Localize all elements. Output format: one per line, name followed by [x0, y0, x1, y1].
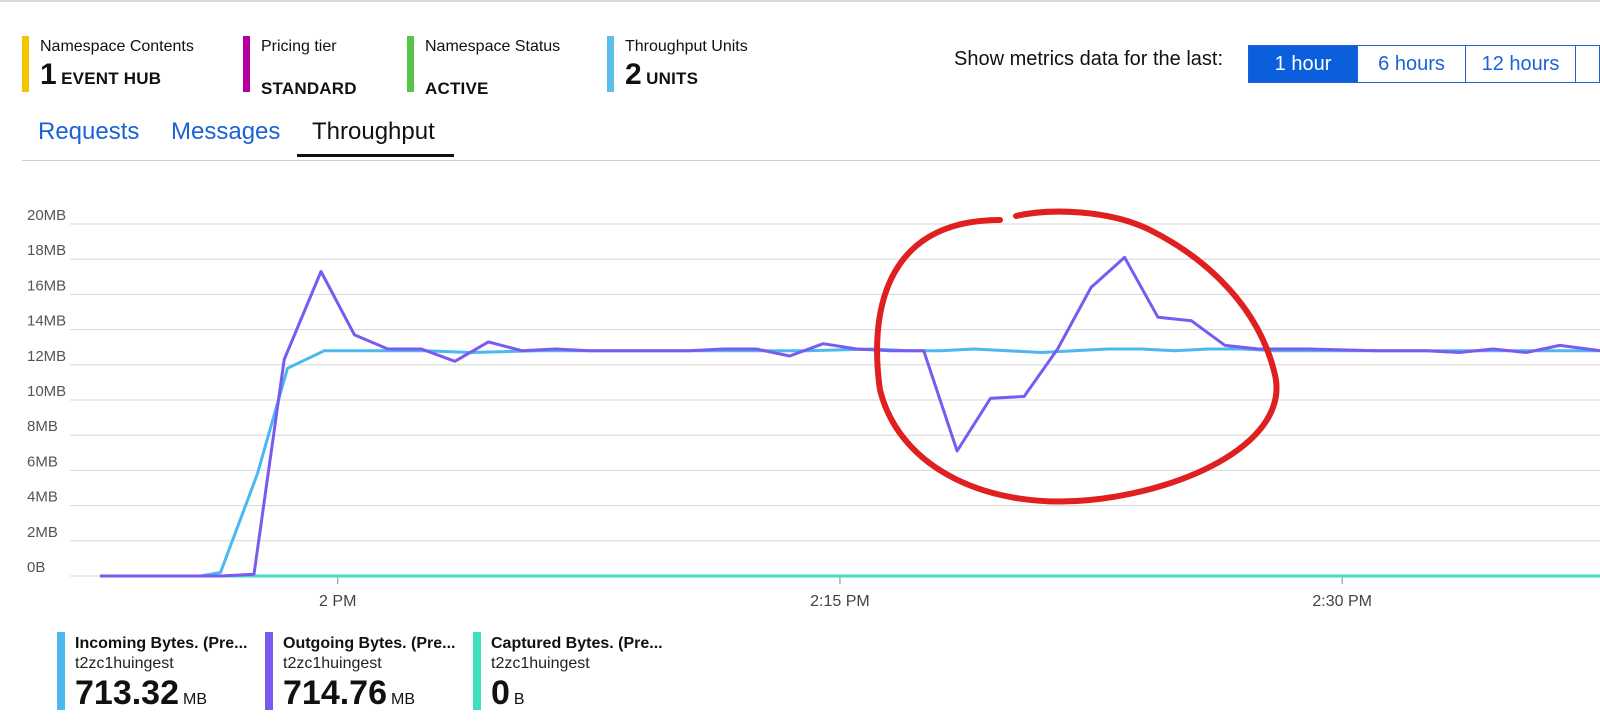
legend-total-value: 0 [491, 674, 510, 712]
tile-word: EVENT HUB [61, 69, 161, 88]
tile-label: Pricing tier [261, 38, 337, 56]
summary-tile-namespace-status: Namespace Status ACTIVE [407, 36, 597, 92]
range-button-12-hours[interactable]: 12 hours [1466, 45, 1576, 83]
tile-label: Namespace Status [425, 38, 560, 56]
legend-total: 714.76 MB [283, 674, 415, 713]
y-axis-ticks: 0B 2MB 4MB 6MB 8MB 10MB 12MB 14MB 16MB 18MB 20MB [27, 207, 66, 576]
y-tick-label: 8MB [27, 418, 58, 435]
tile-color-bar [407, 36, 414, 92]
tile-word: STANDARD [261, 79, 357, 98]
legend-series-name: Outgoing Bytes. (Pre... [283, 635, 455, 653]
tile-number: 2 [625, 58, 642, 91]
top-border [0, 0, 1600, 2]
tile-word: ACTIVE [425, 79, 489, 98]
legend-item-outgoing-bytes[interactable]: Outgoing Bytes. (Pre... t2zc1huingest 71… [265, 632, 465, 710]
legend-resource-name: t2zc1huingest [491, 655, 590, 673]
tile-value: 1 EVENT HUB [40, 58, 161, 92]
y-tick-label: 20MB [27, 207, 66, 224]
series-line-incoming-bytes [100, 349, 1600, 576]
range-button-more[interactable] [1576, 45, 1600, 83]
y-tick-label: 10MB [27, 383, 66, 400]
tab-throughput[interactable]: Throughput [312, 118, 435, 146]
tab-messages[interactable]: Messages [171, 118, 280, 146]
y-tick-label: 12MB [27, 348, 66, 365]
x-axis-ticks: 2 PM 2:15 PM 2:30 PM [319, 576, 1372, 610]
legend-total-unit: MB [391, 691, 415, 708]
legend-total-unit: B [514, 691, 525, 708]
tile-label: Namespace Contents [40, 38, 194, 56]
range-button-1-hour[interactable]: 1 hour [1248, 45, 1358, 83]
y-tick-label: 4MB [27, 489, 58, 506]
tile-color-bar [243, 36, 250, 92]
legend-item-incoming-bytes[interactable]: Incoming Bytes. (Pre... t2zc1huingest 71… [57, 632, 257, 710]
tile-color-bar [607, 36, 614, 92]
tile-value: ACTIVE [425, 68, 489, 102]
x-tick-label: 2 PM [319, 593, 356, 610]
red-annotation-circle [877, 212, 1276, 502]
legend-color-bar [57, 632, 65, 710]
legend-total-unit: MB [183, 691, 207, 708]
tile-label: Throughput Units [625, 38, 748, 56]
selected-tab-indicator [297, 154, 454, 157]
legend-series-name: Captured Bytes. (Pre... [491, 635, 663, 653]
legend-total-value: 714.76 [283, 674, 387, 712]
range-button-6-hours[interactable]: 6 hours [1358, 45, 1466, 83]
y-tick-label: 18MB [27, 242, 66, 259]
tab-requests[interactable]: Requests [38, 118, 139, 146]
summary-tile-namespace-contents: Namespace Contents 1 EVENT HUB [22, 36, 232, 92]
y-tick-label: 2MB [27, 524, 58, 541]
tile-value: 2 UNITS [625, 58, 698, 92]
y-tick-label: 6MB [27, 453, 58, 470]
legend-total-value: 713.32 [75, 674, 179, 712]
legend-series-name: Incoming Bytes. (Pre... [75, 635, 247, 653]
legend-resource-name: t2zc1huingest [283, 655, 382, 673]
legend-total: 713.32 MB [75, 674, 207, 713]
time-range-selector: 1 hour 6 hours 12 hours [1248, 45, 1600, 83]
metric-tabs: Requests Messages Throughput [22, 112, 1600, 161]
y-tick-label: 0B [27, 559, 45, 576]
series-line-outgoing-bytes [100, 257, 1600, 576]
y-tick-label: 16MB [27, 277, 66, 294]
x-tick-label: 2:30 PM [1312, 593, 1372, 610]
x-tick-label: 2:15 PM [810, 593, 870, 610]
chart-grid [70, 224, 1600, 576]
summary-tile-throughput-units: Throughput Units 2 UNITS [607, 36, 797, 92]
tile-number: 1 [40, 58, 57, 91]
legend-resource-name: t2zc1huingest [75, 655, 174, 673]
throughput-line-chart: 0B 2MB 4MB 6MB 8MB 10MB 12MB 14MB 16MB 18MB 20MB 2… [0, 200, 1600, 620]
y-tick-label: 14MB [27, 313, 66, 330]
summary-tile-pricing-tier: Pricing tier STANDARD [243, 36, 403, 92]
tile-value: STANDARD [261, 68, 357, 102]
time-range-label: Show metrics data for the last: [954, 48, 1223, 71]
legend-color-bar [473, 632, 481, 710]
tile-word: UNITS [646, 69, 698, 88]
legend-color-bar [265, 632, 273, 710]
tile-color-bar [22, 36, 29, 92]
chart-series [100, 257, 1600, 576]
